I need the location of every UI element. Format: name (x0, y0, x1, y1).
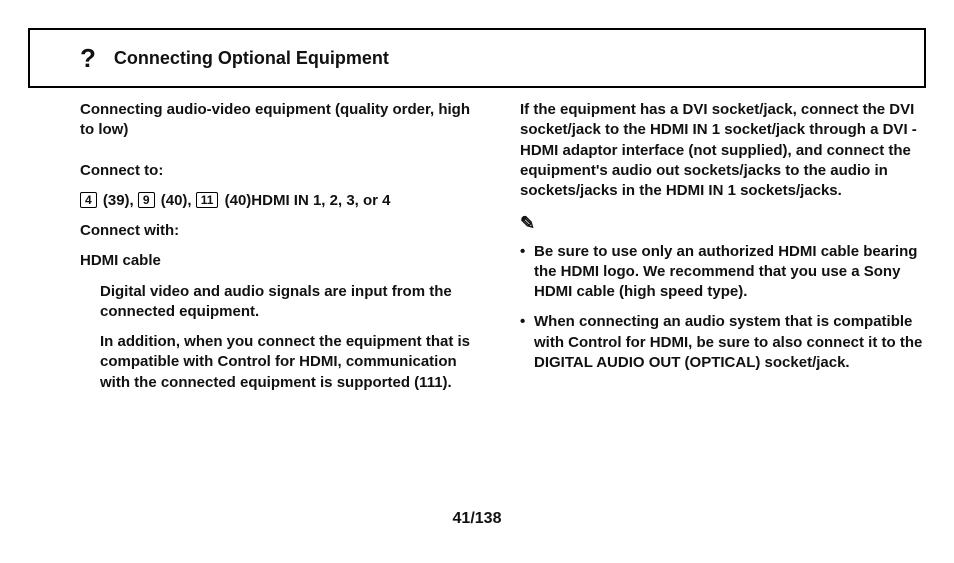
dvi-paragraph: If the equipment has a DVI socket/jack, … (520, 100, 924, 201)
ref-box-9: 9 (138, 192, 155, 208)
notes-list: Be sure to use only an authorized HDMI c… (520, 242, 924, 374)
note-bullet-1: Be sure to use only an authorized HDMI c… (520, 242, 924, 303)
question-icon: ? (80, 45, 96, 71)
hdmi-cable-label: HDMI cable (80, 251, 484, 271)
control-paragraph: In addition, when you connect the equipm… (100, 332, 484, 393)
connect-with-label: Connect with: (80, 221, 484, 241)
note-bullet-2: When connecting an audio system that is … (520, 312, 924, 373)
connect-to-label: Connect to: (80, 161, 484, 181)
ref-box-11: 11 (196, 192, 219, 208)
right-column: If the equipment has a DVI socket/jack, … (520, 100, 924, 403)
left-column: Connecting audio-video equipment (qualit… (80, 100, 484, 403)
page-number: 41/138 (0, 510, 954, 528)
header-inner: ? Connecting Optional Equipment (30, 30, 924, 86)
ref-page-40a: (40), (161, 192, 192, 209)
intro-text: Connecting audio-video equipment (qualit… (80, 100, 484, 141)
header-title: Connecting Optional Equipment (114, 48, 389, 69)
hdmi-in-text: HDMI IN 1, 2, 3, or 4 (251, 192, 390, 209)
signals-paragraph: Digital video and audio signals are inpu… (100, 282, 484, 323)
note-icon: ✎ (520, 211, 924, 235)
document-page: ? Connecting Optional Equipment Connecti… (0, 0, 954, 563)
ref-page-39: (39), (103, 192, 134, 209)
header-box: ? Connecting Optional Equipment (28, 28, 926, 88)
content-columns: Connecting audio-video equipment (qualit… (80, 100, 926, 403)
ref-page-40b: (40) (225, 192, 252, 209)
ref-box-4: 4 (80, 192, 97, 208)
connect-to-refs: 4 (39), 9 (40), 11 (40)HDMI IN 1, 2, 3, … (80, 191, 484, 211)
